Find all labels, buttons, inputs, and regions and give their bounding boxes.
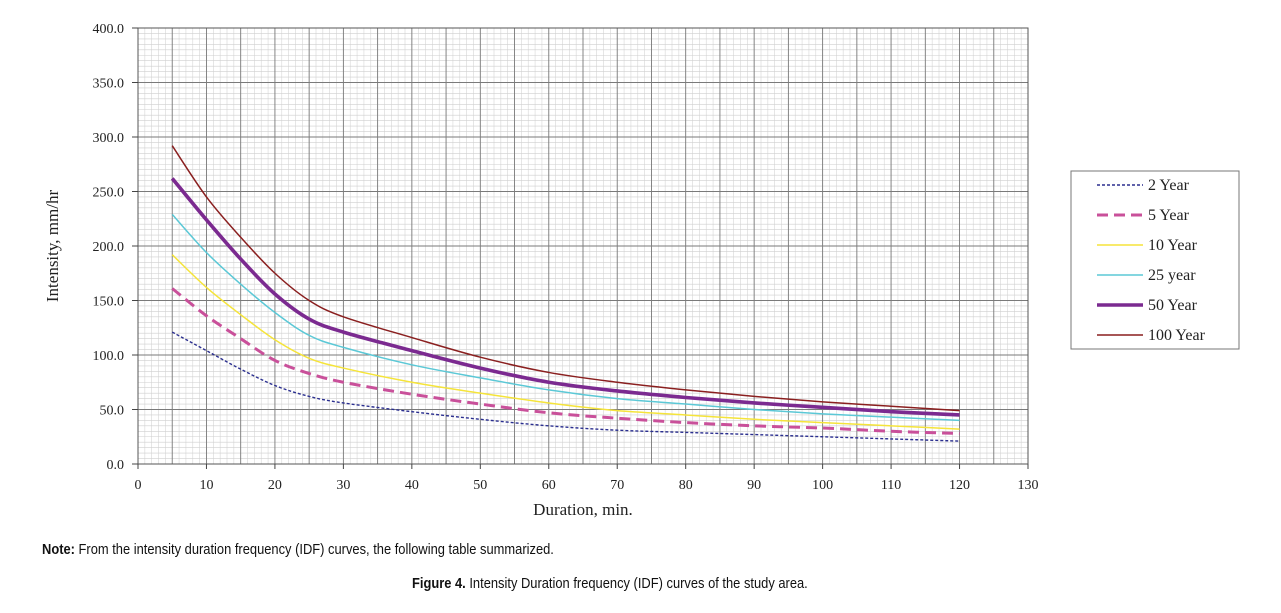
idf-chart: 0.050.0100.0150.0200.0250.0300.0350.0400… <box>43 22 1240 519</box>
x-tick-label: 110 <box>881 478 901 493</box>
y-axis-label: Intensity, mm/hr <box>43 190 62 303</box>
y-tick-label: 350.0 <box>93 77 125 92</box>
x-tick-label: 100 <box>812 478 833 493</box>
legend-frame <box>1070 170 1240 350</box>
series-line-50-year <box>170 177 960 417</box>
legend-label: 50 Year <box>1148 297 1198 314</box>
x-tick-label: 20 <box>268 478 282 493</box>
caption-prefix: Figure 4. <box>412 575 466 592</box>
y-tick-label: 200.0 <box>93 240 125 255</box>
figure-caption: Figure 4. Intensity Duration frequency (… <box>412 575 808 592</box>
series-line-10-year <box>171 254 960 430</box>
y-tick-label: 100.0 <box>93 349 125 364</box>
y-axis-ticks: 0.0 50.0 100.0 150.0 200.0 250.0 300.0 350.0 400… <box>93 22 138 473</box>
y-tick-label: 300.0 <box>93 131 125 146</box>
legend: 2 Year 5 Year 10 Year 25 year 50 Year 100 Yea… <box>1070 170 1240 350</box>
legend-label: 25 year <box>1148 267 1196 284</box>
series-line-100-year <box>171 145 960 412</box>
y-tick-label: 250.0 <box>93 186 125 201</box>
x-axis-label: Duration, min. <box>533 500 633 519</box>
x-tick-label: 10 <box>199 478 213 493</box>
y-tick-label: 150.0 <box>93 295 125 310</box>
note-text: Note: From the intensity duration freque… <box>42 541 554 558</box>
series-line-5-year <box>171 287 960 435</box>
legend-label: 2 Year <box>1148 177 1190 194</box>
x-tick-label: 30 <box>336 478 350 493</box>
note-prefix: Note: <box>42 541 75 558</box>
note-body: From the intensity duration frequency (I… <box>74 541 554 558</box>
x-tick-label: 40 <box>405 478 419 493</box>
y-tick-label: 50.0 <box>100 404 125 419</box>
series-line-25-year <box>171 213 960 422</box>
y-tick-label: 400.0 <box>93 22 125 37</box>
legend-label: 100 Year <box>1148 327 1206 344</box>
y-tick-label: 0.0 <box>107 458 125 473</box>
x-tick-label: 70 <box>610 478 624 493</box>
x-axis-ticks: 0 10 20 30 40 50 60 70 80 90 100 110 120 130 <box>135 464 1039 493</box>
x-tick-label: 60 <box>542 478 556 493</box>
x-tick-label: 80 <box>679 478 693 493</box>
x-tick-label: 0 <box>135 478 142 493</box>
x-tick-label: 50 <box>473 478 487 493</box>
x-tick-label: 90 <box>747 478 761 493</box>
series-lines <box>170 145 960 442</box>
x-tick-label: 130 <box>1018 478 1039 493</box>
legend-label: 10 Year <box>1148 237 1198 254</box>
caption-body: Intensity Duration frequency (IDF) curve… <box>465 575 808 592</box>
series-line-2-year <box>171 331 960 442</box>
x-tick-label: 120 <box>949 478 970 493</box>
legend-label: 5 Year <box>1148 207 1190 224</box>
